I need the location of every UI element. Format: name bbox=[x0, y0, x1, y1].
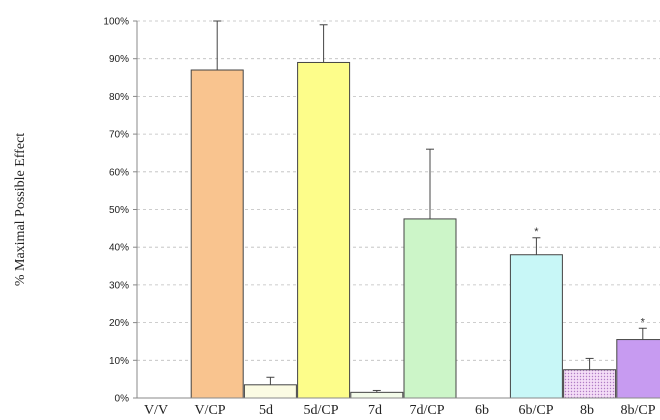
x-category-label: 6b bbox=[475, 403, 489, 418]
y-tick-label: 40% bbox=[109, 243, 129, 254]
y-tick-label: 100% bbox=[103, 17, 129, 28]
error-bars: ** bbox=[213, 20, 647, 393]
y-axis-ticks: 0% 10% 20% 30% 40% 50% 60% 70% 80% 90% 100% bbox=[103, 17, 137, 405]
bar-7d-cp bbox=[403, 218, 457, 399]
y-tick-label: 20% bbox=[109, 318, 129, 329]
bar-7d bbox=[350, 391, 404, 399]
significance-marker: * bbox=[641, 316, 646, 328]
bar-v-cp bbox=[190, 69, 244, 399]
x-category-label: 5d/CP bbox=[303, 403, 338, 418]
bar-6b-cp bbox=[509, 254, 563, 399]
y-tick-label: 70% bbox=[109, 130, 129, 141]
bar-8b bbox=[563, 369, 617, 399]
bar-8b-cp bbox=[616, 339, 660, 399]
y-tick-label: 30% bbox=[109, 280, 129, 291]
bars bbox=[190, 61, 660, 399]
y-tick-label: 10% bbox=[109, 356, 129, 367]
bar-5d bbox=[243, 384, 297, 399]
significance-marker: * bbox=[534, 226, 539, 238]
x-category-label: 8b/CP bbox=[620, 403, 655, 418]
x-category-label: 5d bbox=[259, 403, 273, 418]
y-tick-label: 50% bbox=[109, 205, 129, 216]
x-category-label: 6b/CP bbox=[518, 403, 553, 418]
x-category-label: V/CP bbox=[194, 403, 225, 418]
x-category-label: 7d/CP bbox=[409, 403, 444, 418]
x-category-label: V/V bbox=[144, 403, 168, 418]
y-tick-label: 90% bbox=[109, 54, 129, 65]
y-tick-label: 80% bbox=[109, 92, 129, 103]
bar-5d-cp bbox=[297, 61, 351, 399]
y-tick-label: 0% bbox=[115, 394, 130, 405]
y-tick-label: 60% bbox=[109, 167, 129, 178]
x-category-label: 7d bbox=[368, 403, 382, 418]
x-category-label: 8b bbox=[580, 403, 594, 418]
x-axis-categories: V/V V/CP 5d 5d/CP 7d 7d/CP 6b 6b/CP 8b 8b/CP bbox=[144, 403, 656, 418]
y-axis-title: % Maximal Possible Effect bbox=[13, 133, 28, 286]
